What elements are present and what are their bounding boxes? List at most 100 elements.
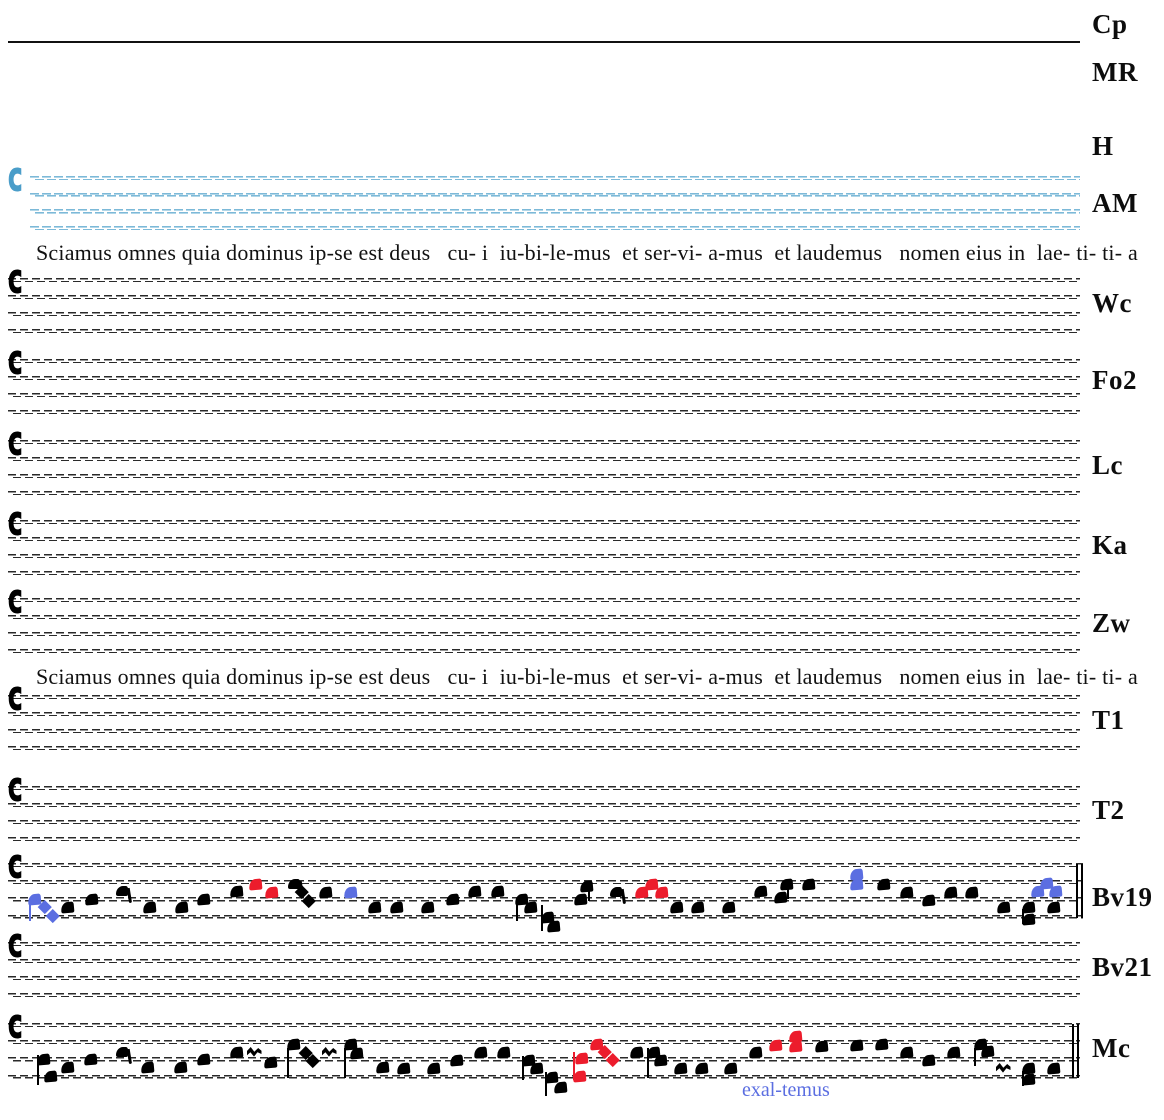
- staff-line: [8, 648, 1080, 654]
- neume-punctum: [943, 885, 957, 899]
- staff-line: [8, 694, 1080, 700]
- neume-punctum: [196, 1052, 210, 1066]
- neume-punctum: [196, 892, 210, 906]
- c-clef-icon: [7, 165, 23, 194]
- neume-punctum: [83, 1052, 97, 1066]
- neume-punctum: [694, 1061, 708, 1075]
- neume-stem: [647, 1048, 649, 1078]
- lyric-annotation-exaltemus: exal-temus: [742, 1079, 830, 1101]
- neume-stem: [37, 1055, 39, 1085]
- neume-punctum: [445, 892, 459, 906]
- c-clef-icon: [7, 1012, 23, 1041]
- staff-line: [8, 409, 1080, 415]
- neume-punctum: [467, 884, 481, 898]
- neume-punctum: [1046, 900, 1060, 914]
- staff-label-Ka: Ka: [1092, 530, 1128, 560]
- neume-punctum: [996, 900, 1010, 914]
- staff-line: [30, 209, 1080, 214]
- c-clef-icon: [7, 348, 23, 377]
- neume-punctum: [490, 884, 504, 898]
- staff-line: [8, 1057, 1080, 1062]
- neume-quilisma: [321, 1047, 337, 1057]
- neume-diamond: [606, 1053, 620, 1067]
- neume-punctum: [723, 1061, 737, 1075]
- neume-punctum: [753, 884, 767, 898]
- neume-punctum: [396, 1061, 410, 1075]
- neume-virga: [288, 879, 306, 905]
- staff-label-Fo2: Fo2: [1092, 365, 1137, 395]
- staff-label-Zw: Zw: [1092, 608, 1131, 638]
- staff-label-Wc: Wc: [1092, 288, 1132, 318]
- staff-line: [8, 958, 1080, 964]
- neume-punctum: [669, 900, 683, 914]
- staff-line: [8, 473, 1080, 479]
- neume-punctum: [773, 890, 787, 904]
- neume-punctum: [574, 1051, 588, 1065]
- neume-punctum: [921, 1053, 935, 1067]
- neume-quilisma: [995, 1063, 1011, 1073]
- neume-punctum: [174, 900, 188, 914]
- staff-label-H: H: [1092, 131, 1114, 161]
- staff-line: [8, 728, 1080, 734]
- neume-punctum: [420, 900, 434, 914]
- neume-punctum: [748, 1045, 762, 1059]
- staff-line: [8, 897, 1083, 902]
- c-clef-icon: [7, 429, 23, 458]
- staff-line: [8, 1074, 1080, 1080]
- neume-stem: [545, 1072, 547, 1096]
- neume-stem: [344, 1048, 346, 1078]
- staff-line: [8, 631, 1080, 637]
- neume-stem: [29, 901, 31, 921]
- neume-head: [288, 879, 300, 889]
- staff-label-T1: T1: [1092, 705, 1125, 735]
- c-clef-icon: [7, 775, 23, 804]
- staff-line: [8, 277, 1080, 283]
- neume-punctum: [375, 1060, 389, 1074]
- staff-label-Bv21: Bv21: [1092, 952, 1153, 982]
- c-clef-icon: [7, 509, 23, 538]
- neume-punctum: [690, 900, 704, 914]
- neume-punctum: [426, 1061, 440, 1075]
- staff-label-T2: T2: [1092, 795, 1125, 825]
- staff-line: [8, 614, 1080, 620]
- neume-punctum: [629, 1045, 643, 1059]
- neume-punctum: [60, 1060, 74, 1074]
- neume-virga: [610, 887, 628, 913]
- staff-label-Bv19: Bv19: [1092, 882, 1153, 912]
- neume-punctum: [318, 885, 332, 899]
- final-barline: [1072, 1024, 1074, 1078]
- neume-punctum: [43, 1069, 57, 1083]
- neume-stem: [541, 905, 543, 931]
- neume-punctum: [673, 1061, 687, 1075]
- staff-line: [8, 941, 1080, 947]
- c-clef-icon: [7, 684, 23, 713]
- neume-stem: [287, 1048, 289, 1078]
- neume-punctum: [60, 900, 74, 914]
- neume-diamond: [46, 909, 60, 923]
- neume-punctum: [899, 885, 913, 899]
- neume-punctum: [229, 884, 243, 898]
- staff-line: [8, 392, 1080, 398]
- neume-head: [610, 887, 622, 897]
- neume-punctum: [229, 1045, 243, 1059]
- staff-line: [8, 570, 1080, 576]
- staff-label-AM: AM: [1092, 188, 1138, 218]
- neume-punctum: [449, 1053, 463, 1067]
- neume-punctum: [721, 900, 735, 914]
- neume-stem: [522, 1056, 524, 1080]
- neume-head: [116, 886, 128, 896]
- neume-tail: [126, 1048, 132, 1065]
- staff-line: [30, 225, 1080, 231]
- neume-stem: [974, 1048, 976, 1066]
- neume-punctum: [921, 893, 935, 907]
- neume-tail: [126, 887, 132, 904]
- neume-stem: [787, 882, 789, 899]
- neume-punctum: [496, 1045, 510, 1059]
- staff-line: [8, 328, 1080, 334]
- neume-punctum: [899, 1045, 913, 1059]
- c-clef-icon: [7, 931, 23, 960]
- staff-line: [30, 192, 1080, 197]
- neume-virga: [116, 1047, 134, 1073]
- staff-label-Mc: Mc: [1092, 1033, 1131, 1063]
